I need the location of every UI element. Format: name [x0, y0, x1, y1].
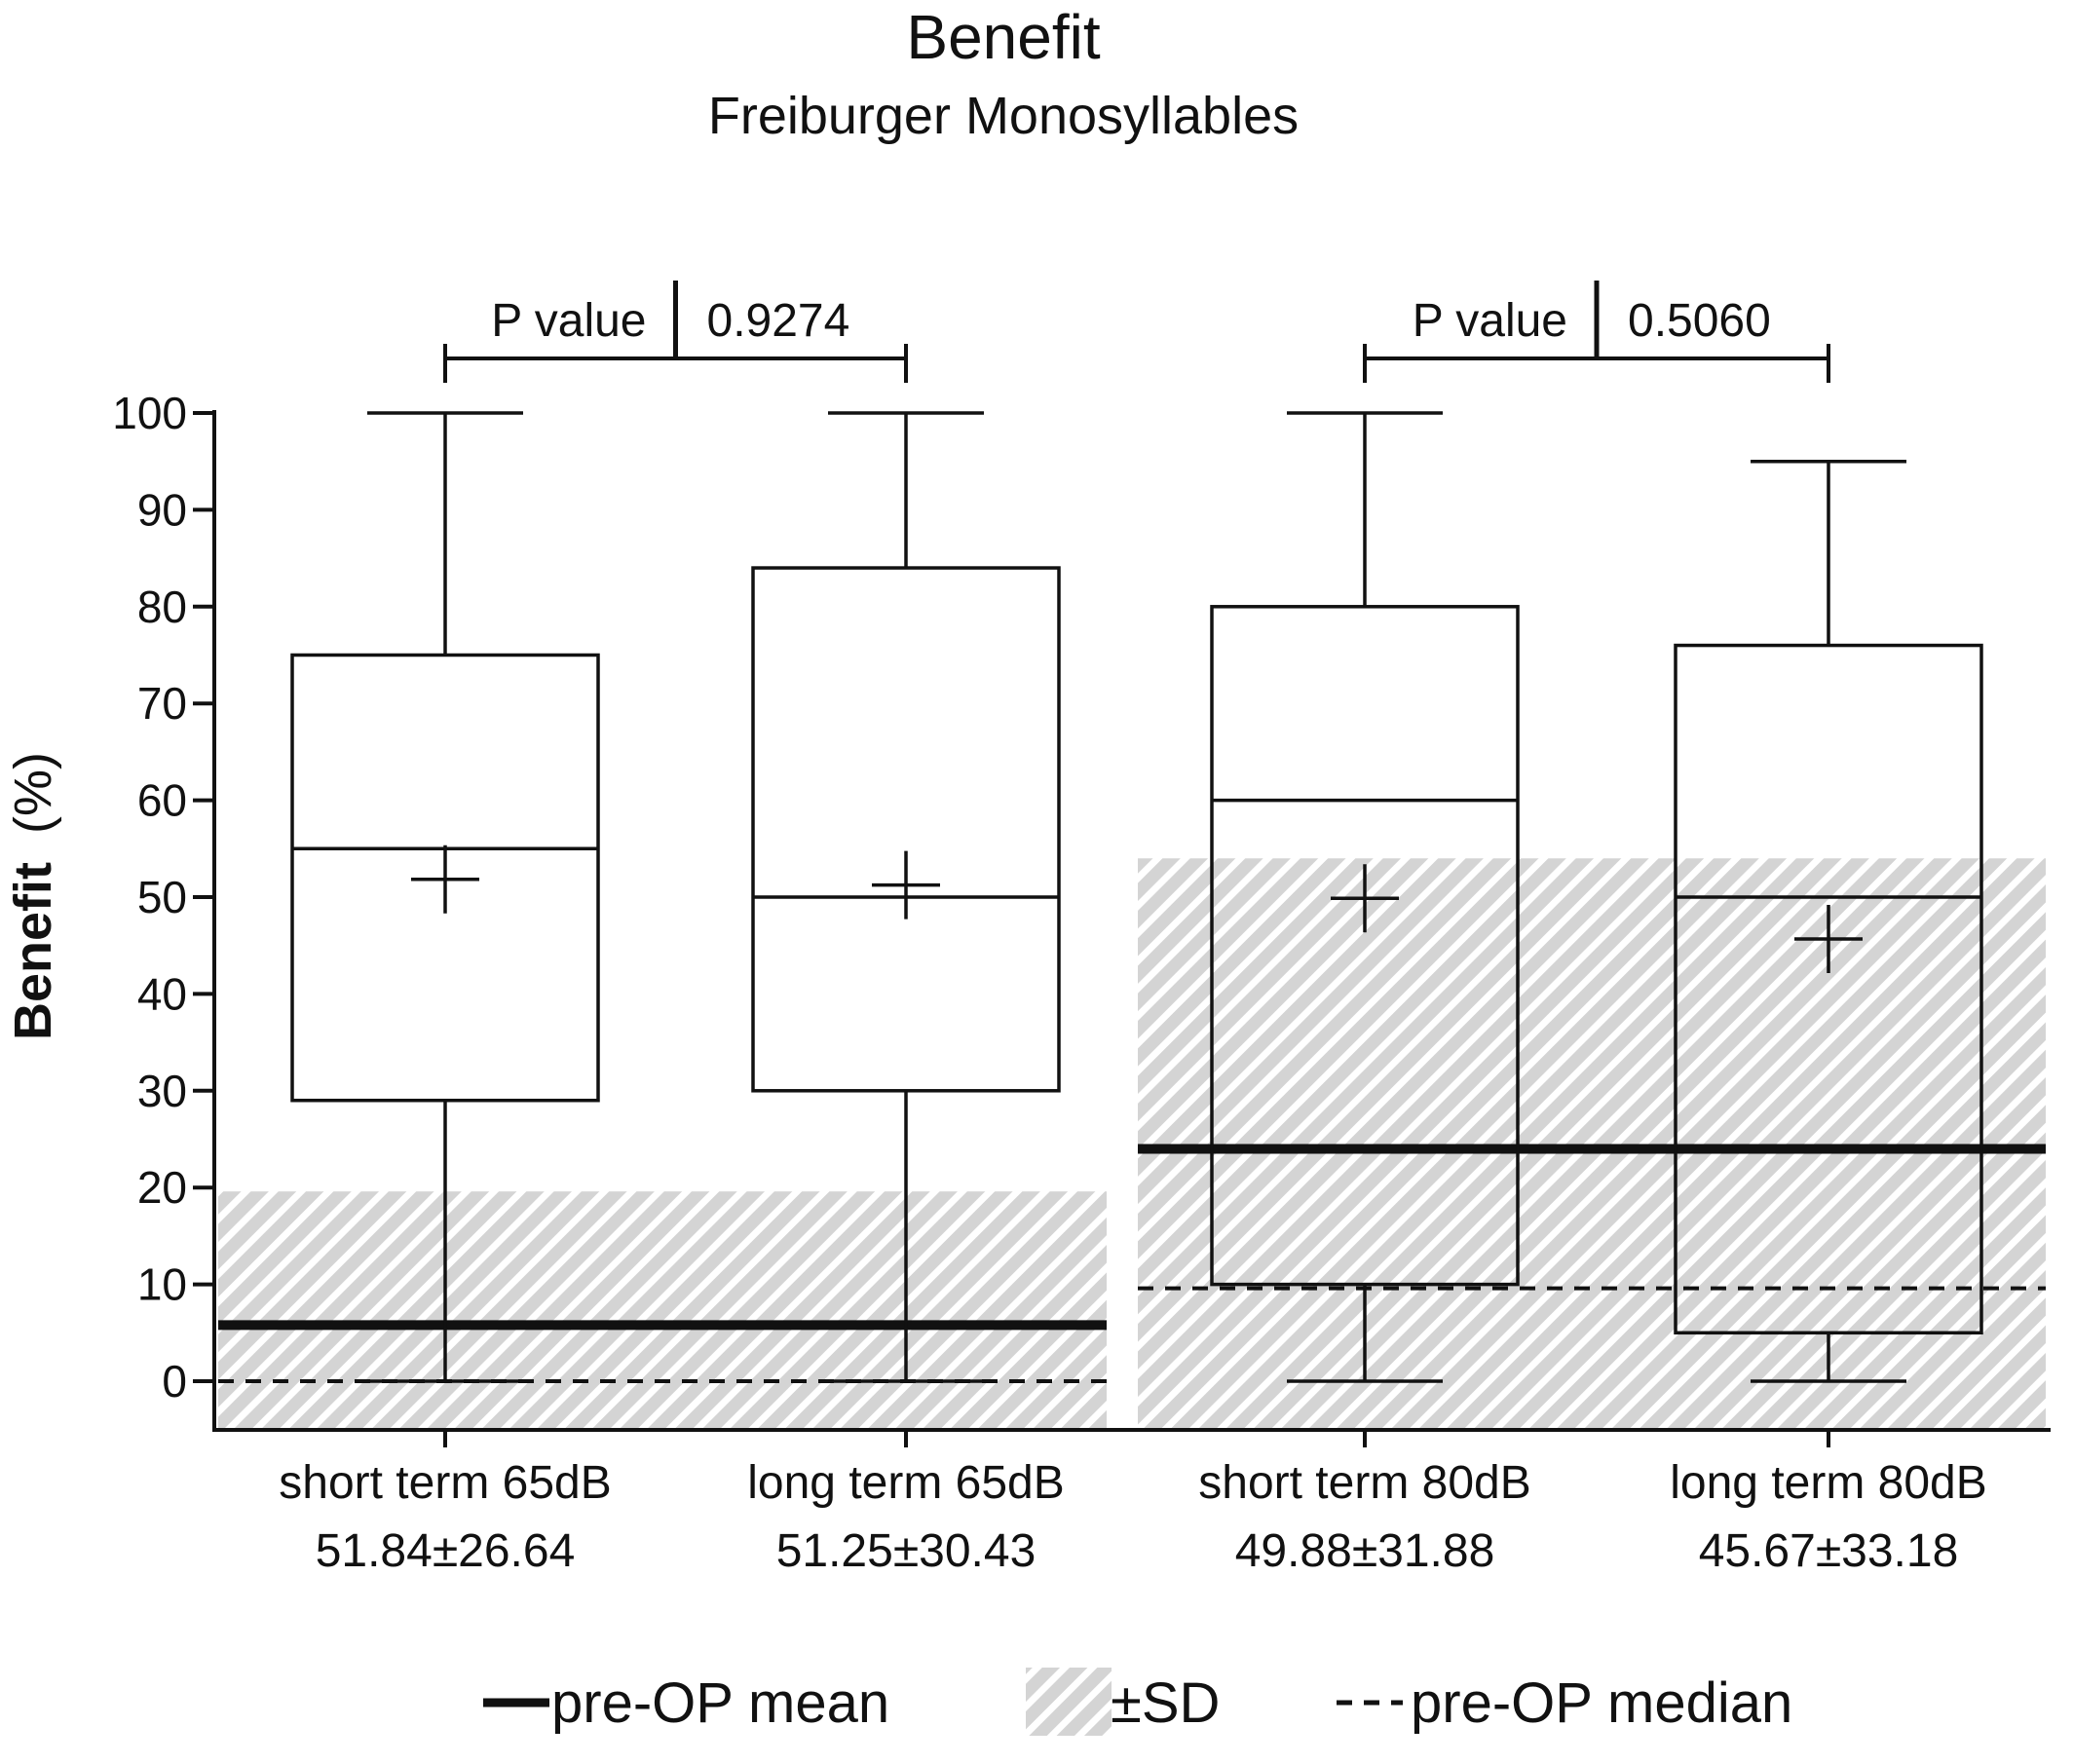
sd-band-65dB — [218, 1191, 1107, 1430]
y-tick-label: 50 — [137, 872, 187, 922]
reference-line-layer — [218, 1144, 2046, 1383]
y-tick-label: 70 — [137, 678, 187, 729]
x-category-label: long term 65dB — [747, 1457, 1065, 1509]
y-axis-label-unit: (%) — [4, 752, 62, 834]
iqr-box — [290, 653, 600, 1103]
legend-median-label: pre-OP median — [1411, 1671, 1792, 1735]
boxplot-layer — [290, 411, 1983, 1383]
y-tick-label: 30 — [137, 1066, 187, 1116]
x-category-label: short term 80dB — [1198, 1457, 1530, 1509]
p-value-label: P value — [1413, 295, 1567, 347]
y-tick-label: 10 — [137, 1259, 187, 1310]
x-category-label: long term 80dB — [1670, 1457, 1987, 1509]
y-tick-label: 100 — [112, 388, 187, 438]
y-tick-label: 60 — [137, 775, 187, 826]
p-value-layer: P value 0.9274 P value 0.5060 — [443, 281, 1830, 383]
legend-mean-label: pre-OP mean — [551, 1671, 889, 1735]
p-value-number: 0.5060 — [1628, 295, 1771, 347]
x-category-label: short term 65dB — [279, 1457, 611, 1509]
chart-subtitle: Freiburger Monosyllables — [708, 87, 1299, 145]
y-tick-label: 20 — [137, 1162, 187, 1213]
iqr-box — [1210, 605, 1520, 1287]
y-tick-label: 40 — [137, 968, 187, 1019]
p-value-label: P value — [491, 295, 646, 347]
x-summary-label: 51.84±26.64 — [316, 1525, 576, 1577]
y-axis-label-bold: Benefit — [4, 862, 62, 1040]
legend-sd-label: ±SD — [1111, 1671, 1220, 1735]
chart-title: Benefit — [906, 2, 1100, 72]
iqr-box — [1674, 643, 1983, 1335]
x-summary-label: 45.67±33.18 — [1699, 1525, 1959, 1577]
y-tick-label: 90 — [137, 484, 187, 535]
iqr-box — [751, 566, 1061, 1093]
p-value-number: 0.9274 — [707, 295, 850, 347]
legend: pre-OP mean ±SD pre-OP median — [483, 1668, 1792, 1736]
y-axis-label: Benefit (%) — [4, 752, 62, 1040]
legend-sd-swatch — [1026, 1668, 1112, 1736]
y-tick-label: 0 — [162, 1356, 187, 1407]
x-summary-label: 51.25±30.43 — [776, 1525, 1036, 1577]
y-tick-label: 80 — [137, 582, 187, 632]
axis-layer: short term 65dB 51.84±26.64 long term 65dB… — [112, 388, 2051, 1577]
x-summary-label: 49.88±31.88 — [1235, 1525, 1495, 1577]
